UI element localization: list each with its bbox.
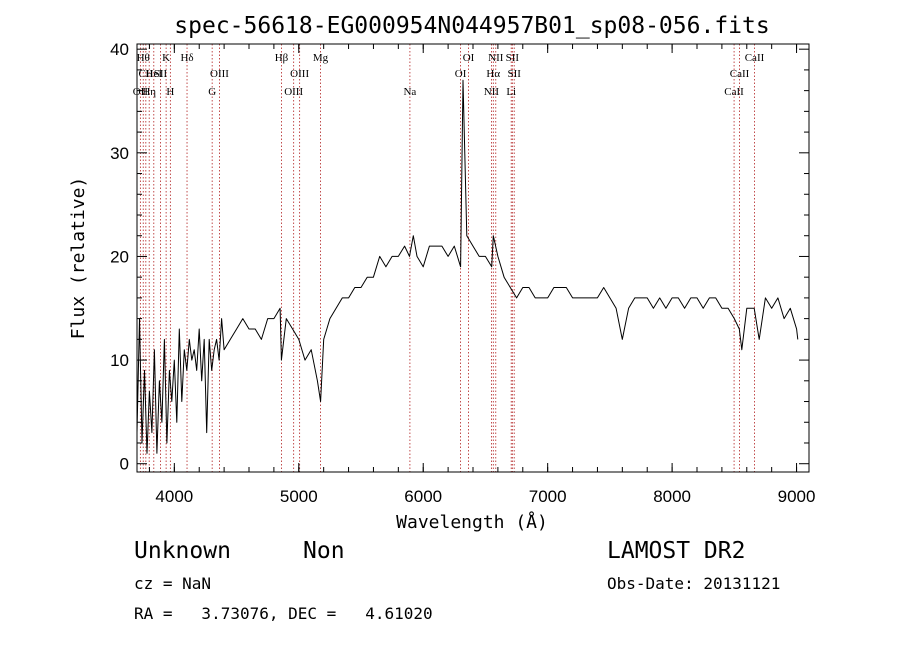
line-label: OI: [455, 68, 467, 80]
line-label: CaII: [724, 86, 744, 98]
x-axis-label: Wavelength (Å): [396, 511, 548, 533]
survey-name: LAMOST DR2: [607, 538, 746, 564]
line-label: G: [208, 86, 216, 98]
ra-dec: RA = 3.73076, DEC = 4.61020: [134, 604, 433, 623]
line-label: SII: [507, 68, 521, 80]
line-label: Hδ: [180, 52, 193, 64]
plot-frame: [136, 43, 810, 473]
y-tick-label: 20: [110, 247, 129, 266]
line-label: CaII: [730, 68, 750, 80]
line-labels: OIIHθCIIHηHeISIIKHHδGOIIIHβOIIIOIIIMgNaO…: [133, 52, 765, 98]
x-tick-label: 4000: [155, 487, 193, 506]
y-tick-label: 40: [110, 40, 129, 59]
y-tick-label: 30: [110, 144, 129, 163]
redshift-cz: cz = NaN: [134, 574, 212, 593]
line-markers: [139, 44, 755, 472]
x-axis: 4000 5000 6000 7000 8000 9000: [148, 44, 816, 506]
line-label: Hβ: [275, 52, 289, 64]
line-label: OI: [463, 52, 475, 64]
line-label: OIII: [290, 68, 309, 80]
line-label: CaII: [745, 52, 765, 64]
line-label: Mg: [313, 52, 329, 64]
x-tick-label: 6000: [404, 487, 442, 506]
x-tick-label: 9000: [778, 487, 816, 506]
line-label: OIII: [284, 86, 303, 98]
y-axis-label: Flux (relative): [68, 177, 89, 340]
line-label: HeI: [146, 68, 163, 80]
chart-title: spec-56618-EG000954N044957B01_sp08-056.f…: [174, 13, 769, 39]
line-label: NII: [484, 86, 500, 98]
line-label: NII: [488, 52, 504, 64]
line-label: Hη: [142, 86, 156, 98]
y-tick-label: 0: [120, 455, 129, 474]
line-label: CII: [138, 68, 153, 80]
line-label: H: [166, 86, 174, 98]
x-tick-label: 7000: [529, 487, 567, 506]
observation-date: Obs-Date: 20131121: [607, 574, 781, 593]
y-tick-label: 10: [110, 351, 129, 370]
line-label: OIII: [210, 68, 229, 80]
line-label: Na: [403, 86, 416, 98]
line-label: SII: [506, 52, 520, 64]
line-label: K: [162, 52, 170, 64]
line-label: Hθ: [137, 52, 150, 64]
object-class: Unknown: [134, 538, 231, 564]
y-axis: 0 10 20 30 40: [110, 40, 809, 474]
x-tick-label: 8000: [653, 487, 691, 506]
line-label: SII: [154, 68, 168, 80]
line-label: Li: [506, 86, 516, 98]
spectrum-line: [136, 79, 799, 454]
object-subclass: Non: [303, 538, 345, 564]
x-tick-label: 5000: [280, 487, 318, 506]
line-label: Hα: [486, 68, 500, 80]
